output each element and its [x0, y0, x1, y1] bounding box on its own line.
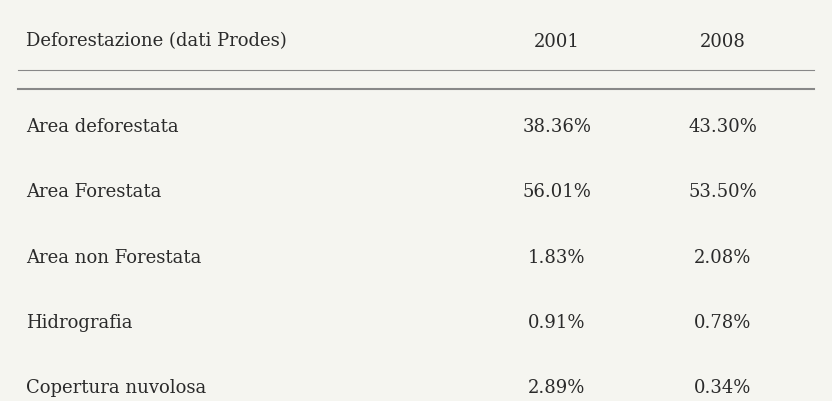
Text: 56.01%: 56.01%	[522, 184, 592, 201]
Text: Area deforestata: Area deforestata	[27, 118, 179, 136]
Text: Copertura nuvolosa: Copertura nuvolosa	[27, 379, 206, 397]
Text: 0.78%: 0.78%	[694, 314, 751, 332]
Text: 2001: 2001	[534, 32, 580, 51]
Text: 0.91%: 0.91%	[528, 314, 586, 332]
Text: 0.34%: 0.34%	[694, 379, 751, 397]
Text: 2.89%: 2.89%	[528, 379, 586, 397]
Text: 43.30%: 43.30%	[688, 118, 757, 136]
Text: Area non Forestata: Area non Forestata	[27, 249, 201, 267]
Text: Deforestazione (dati Prodes): Deforestazione (dati Prodes)	[27, 32, 287, 51]
Text: 53.50%: 53.50%	[688, 184, 757, 201]
Text: Hidrografia: Hidrografia	[27, 314, 133, 332]
Text: 38.36%: 38.36%	[522, 118, 592, 136]
Text: 2008: 2008	[700, 32, 745, 51]
Text: 2.08%: 2.08%	[694, 249, 751, 267]
Text: Area Forestata: Area Forestata	[27, 184, 161, 201]
Text: 1.83%: 1.83%	[528, 249, 586, 267]
